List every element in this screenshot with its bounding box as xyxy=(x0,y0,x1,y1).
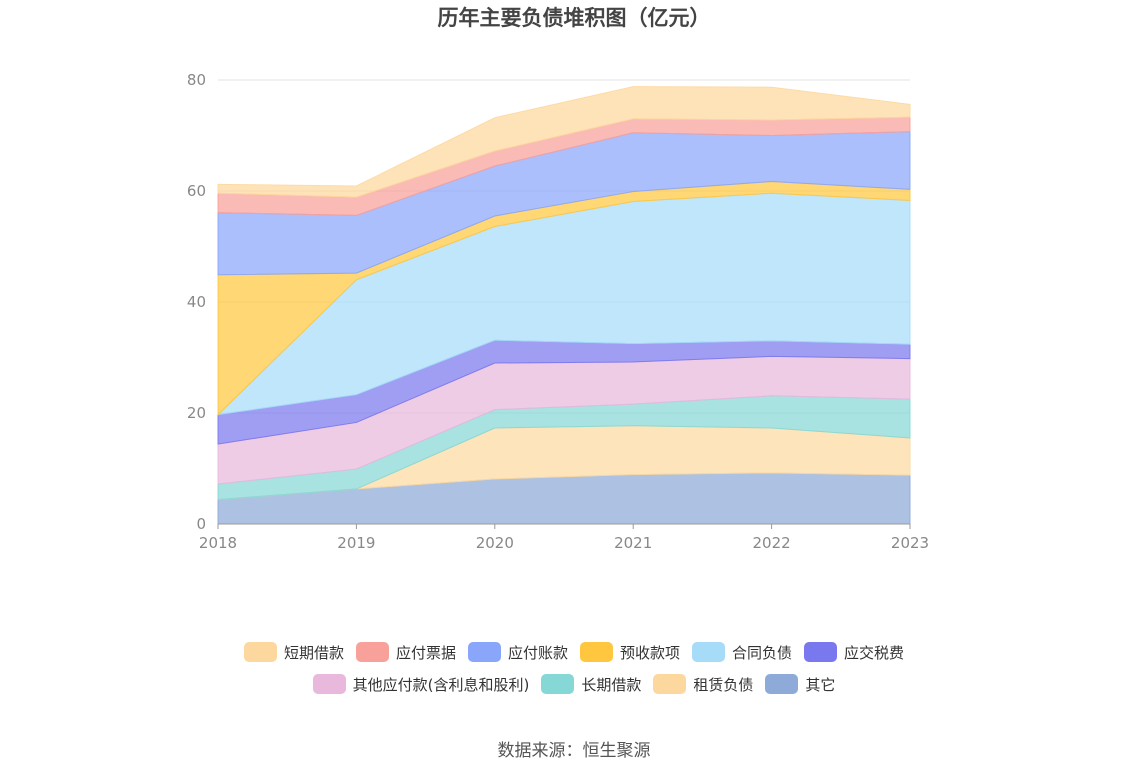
legend-label: 合同负债 xyxy=(732,643,793,662)
area-series-9[interactable] xyxy=(217,86,911,198)
x-tick-label: 2019 xyxy=(337,534,375,552)
legend-swatch xyxy=(312,674,346,694)
legend-item[interactable]: 长期借款 xyxy=(541,674,641,695)
legend-label: 其他应付款(含利息和股利) xyxy=(352,675,530,694)
legend-item[interactable]: 应付票据 xyxy=(355,642,456,663)
legend-label: 应付账款 xyxy=(507,643,568,662)
y-tick-label: 0 xyxy=(196,515,206,533)
y-tick-label: 40 xyxy=(187,293,206,311)
legend-swatch xyxy=(243,642,277,662)
legend-item[interactable]: 应交税费 xyxy=(804,642,904,663)
legend-label: 长期借款 xyxy=(581,675,642,694)
legend-row: 短期借款 应付票据 应付账款 预收款项 合同负债 应交税费 xyxy=(0,636,1148,668)
legend-swatch xyxy=(692,642,726,662)
legend-label: 应交税费 xyxy=(844,643,905,662)
y-tick-label: 80 xyxy=(187,71,206,89)
legend-item[interactable]: 其他应付款(含利息和股利) xyxy=(312,674,530,695)
legend-label: 应付票据 xyxy=(395,643,456,662)
legend-label: 预收款项 xyxy=(620,643,681,662)
legend-label: 短期借款 xyxy=(283,643,344,662)
legend-item[interactable]: 应付账款 xyxy=(467,642,568,663)
legend-swatch xyxy=(541,674,575,694)
data-source: 数据来源：恒生聚源 xyxy=(497,741,651,761)
legend-row: 其他应付款(含利息和股利) 长期借款 租赁负债 其它 xyxy=(0,668,1148,700)
axes: 0 20 40 60 80 2018 2019 2020 2021 2022 2023 xyxy=(187,71,929,552)
legend-item[interactable]: 短期借款 xyxy=(243,642,344,663)
legend-item[interactable]: 预收款项 xyxy=(580,642,680,663)
x-tick-label: 2022 xyxy=(753,534,791,552)
chart-title: 历年主要负债堆积图（亿元） xyxy=(437,6,711,30)
legend-item[interactable]: 其它 xyxy=(765,674,835,695)
stacked-area-chart: 0 20 40 60 80 2018 2019 2020 2021 2022 2023 xyxy=(187,71,929,552)
x-tick-label: 2021 xyxy=(614,534,652,552)
legend-swatch xyxy=(467,642,501,662)
legend-swatch xyxy=(580,642,613,662)
legend-swatch xyxy=(355,642,389,662)
y-tick-label: 20 xyxy=(187,404,206,422)
legend-label: 其它 xyxy=(805,675,836,694)
legend-swatch xyxy=(804,642,838,662)
legend-swatch xyxy=(765,674,799,694)
legend-item[interactable]: 租赁负债 xyxy=(653,674,753,695)
x-tick-label: 2018 xyxy=(199,534,237,552)
legend: 短期借款 应付票据 应付账款 预收款项 合同负债 应交税费其他应付款(含利息和股利) 长期借… xyxy=(0,636,1148,700)
area-series xyxy=(216,86,911,525)
y-tick-label: 60 xyxy=(187,182,206,200)
legend-swatch xyxy=(653,674,687,694)
legend-item[interactable]: 合同负债 xyxy=(692,642,792,663)
x-tick-label: 2020 xyxy=(476,534,514,552)
legend-label: 租赁负债 xyxy=(693,675,754,694)
x-tick-label: 2023 xyxy=(891,534,929,552)
